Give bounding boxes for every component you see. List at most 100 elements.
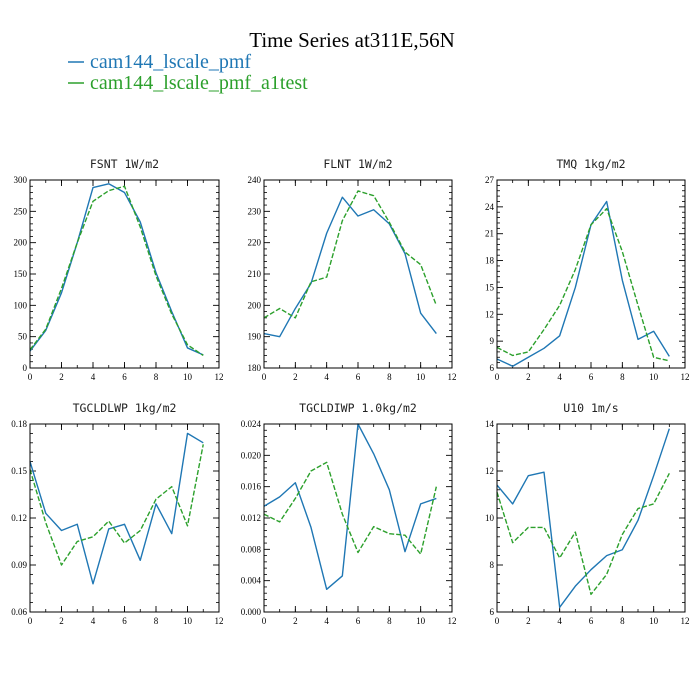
- x-tick-label: 6: [589, 372, 594, 382]
- x-tick-label: 2: [293, 372, 298, 382]
- x-tick-label: 10: [649, 372, 659, 382]
- x-tick-label: 12: [681, 372, 690, 382]
- x-tick-label: 10: [183, 372, 193, 382]
- x-tick-label: 6: [356, 372, 361, 382]
- plot-frame: [496, 179, 686, 369]
- y-tick-label: 10: [485, 513, 495, 523]
- x-tick-label: 0: [262, 372, 267, 382]
- y-tick-label: 0.024: [241, 419, 262, 429]
- series-line-cam144-lscale-pmf: [29, 183, 204, 356]
- x-tick-label: 8: [387, 372, 392, 382]
- y-tick-label: 220: [248, 238, 262, 248]
- y-tick-label: 0.09: [11, 560, 27, 570]
- y-tick-label: 0.012: [241, 513, 261, 523]
- x-tick-label: 10: [649, 616, 659, 626]
- x-tick-label: 12: [215, 616, 224, 626]
- y-tick-label: 180: [248, 363, 262, 373]
- legend-label-2: cam144_lscale_pmf_a1test: [90, 72, 308, 94]
- x-tick-label: 2: [526, 616, 531, 626]
- panel-title-flnt: FLNT 1W/m2: [323, 157, 392, 171]
- x-tick-label: 6: [122, 616, 127, 626]
- y-tick-label: 210: [248, 269, 262, 279]
- x-tick-label: 6: [589, 616, 594, 626]
- panel-tgcldiwp: TGCLDIWP 1.0kg/m2 0 2 4 6 8 10 12 0.000 0.004 0.00…: [241, 401, 457, 626]
- panel-title-tmq: TMQ 1kg/m2: [556, 157, 625, 171]
- panel-title-u10: U10 1m/s: [563, 401, 618, 415]
- plot-frame: [263, 423, 453, 613]
- x-tick-label: 4: [324, 616, 329, 626]
- x-tick-label: 8: [154, 616, 159, 626]
- y-tick-label: 21: [485, 229, 494, 239]
- x-tick-label: 2: [59, 372, 64, 382]
- x-tick-label: 0: [495, 372, 500, 382]
- panel-tgcldlwp: TGCLDLWP 1kg/m2 0 2 4 6 8 10 12 0.06 0.09 0.12 0.15…: [11, 401, 223, 626]
- x-tick-label: 0: [495, 616, 500, 626]
- y-tick-label: 12: [485, 466, 494, 476]
- x-tick-label: 8: [154, 372, 159, 382]
- y-tick-label: 27: [485, 175, 495, 185]
- series-line-cam144-lscale-pmf-a1test: [29, 185, 204, 357]
- series-line-cam144-lscale-pmf: [29, 432, 204, 585]
- x-tick-label: 2: [59, 616, 64, 626]
- series-line-cam144-lscale-pmf-a1test: [496, 473, 670, 596]
- figure-title: Time Series at311E,56N: [249, 28, 455, 52]
- y-tick-label: 12: [485, 309, 494, 319]
- x-tick-label: 4: [557, 616, 562, 626]
- series-line-cam144-lscale-pmf: [496, 428, 670, 608]
- y-tick-label: 250: [14, 206, 28, 216]
- x-tick-label: 6: [356, 616, 361, 626]
- panel-title-fsnt: FSNT 1W/m2: [90, 157, 159, 171]
- x-tick-label: 6: [122, 372, 127, 382]
- y-tick-label: 0.020: [241, 450, 262, 460]
- y-tick-label: 14: [485, 419, 495, 429]
- x-tick-label: 12: [681, 616, 690, 626]
- y-tick-label: 190: [248, 332, 262, 342]
- x-tick-label: 4: [91, 616, 96, 626]
- x-tick-label: 0: [28, 616, 33, 626]
- panel-flnt: FLNT 1W/m2 0 2 4 6 8 10 12 180 190 200 210 220 230 240: [248, 157, 457, 382]
- x-tick-label: 12: [215, 372, 224, 382]
- y-tick-label: 6: [490, 607, 495, 617]
- x-tick-label: 0: [262, 616, 267, 626]
- x-tick-label: 2: [526, 372, 531, 382]
- series-line-cam144-lscale-pmf-a1test: [263, 461, 438, 555]
- x-tick-label: 0: [28, 372, 33, 382]
- legend-label-1: cam144_lscale_pmf: [90, 51, 251, 73]
- plot-frame: [29, 423, 220, 613]
- plot-frame: [263, 179, 453, 369]
- y-tick-label: 240: [248, 175, 262, 185]
- y-tick-label: 50: [18, 332, 28, 342]
- x-tick-label: 8: [620, 616, 625, 626]
- series-line-cam144-lscale-pmf: [263, 196, 437, 338]
- y-tick-label: 0: [23, 363, 28, 373]
- y-tick-label: 0.008: [241, 544, 262, 554]
- y-tick-label: 0.06: [11, 607, 27, 617]
- x-tick-label: 10: [183, 616, 193, 626]
- figure-legend: cam144_lscale_pmf cam144_lscale_pmf_a1te…: [68, 51, 308, 94]
- panel-u10: U10 1m/s 0 2 4 6 8 10 12 6 8 10 12 14: [485, 401, 690, 626]
- chart-panels: FSNT 1W/m20 2 4 6 8 10 12050100150200250300FLN…: [11, 157, 689, 626]
- y-tick-label: 8: [490, 560, 495, 570]
- series-line-cam144-lscale-pmf: [496, 200, 670, 367]
- x-tick-label: 4: [324, 372, 329, 382]
- panel-title-tgcldiwp: TGCLDIWP 1.0kg/m2: [299, 401, 417, 415]
- y-tick-label: 0.004: [241, 576, 262, 586]
- y-tick-label: 200: [248, 300, 262, 310]
- series-line-cam144-lscale-pmf: [263, 423, 437, 590]
- y-tick-label: 230: [248, 206, 262, 216]
- x-tick-label: 8: [620, 372, 625, 382]
- y-tick-label: 0.000: [241, 607, 262, 617]
- y-tick-label: 18: [485, 256, 495, 266]
- y-tick-label: 150: [14, 269, 28, 279]
- y-tick-label: 200: [14, 238, 28, 248]
- x-tick-label: 10: [416, 616, 426, 626]
- y-tick-label: 0.016: [241, 482, 262, 492]
- y-tick-label: 300: [14, 175, 28, 185]
- y-tick-label: 24: [485, 202, 495, 212]
- y-tick-label: 6: [490, 363, 495, 373]
- series-line-cam144-lscale-pmf-a1test: [263, 190, 437, 319]
- y-tick-label: 15: [485, 282, 495, 292]
- y-tick-label: 0.12: [11, 513, 27, 523]
